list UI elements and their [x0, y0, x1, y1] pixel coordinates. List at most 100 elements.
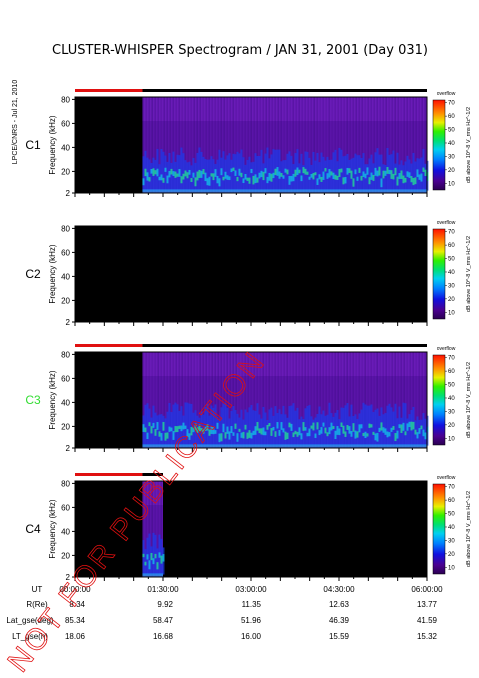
emission-core — [424, 169, 427, 176]
emission-blue — [294, 410, 297, 446]
emission-core — [212, 173, 215, 181]
emission-blue — [246, 160, 249, 191]
emission-core — [410, 176, 413, 183]
y-tick-label: 2 — [66, 189, 71, 198]
emission-core — [196, 171, 199, 181]
emission-core — [422, 429, 425, 437]
emission-core — [160, 555, 163, 564]
time-axis-table: UT R(Re) Lat_gse(deg) LT_gse(h) 00:00:00… — [6, 585, 443, 641]
emission-core — [198, 169, 201, 178]
spectrogram-streak — [181, 352, 183, 448]
emission-blue — [374, 409, 377, 446]
emission-core — [218, 433, 221, 443]
emission-core — [226, 426, 229, 434]
emission-core — [358, 167, 361, 173]
spectrogram-streak — [151, 352, 153, 448]
emission-core — [236, 176, 239, 182]
emission-core — [188, 433, 191, 440]
spectrogram-streak — [163, 97, 165, 193]
spectrogram-streak — [334, 97, 336, 193]
emission-blue — [292, 403, 295, 446]
spectrogram-streak — [400, 97, 402, 193]
emission-low-line — [142, 444, 427, 448]
emission-blue — [164, 418, 167, 446]
spectrogram-streak — [367, 352, 369, 448]
emission-core — [262, 171, 265, 181]
emission-core — [382, 427, 385, 433]
spectrogram-streak — [307, 97, 309, 193]
emission-core — [376, 432, 379, 442]
emission-core — [292, 432, 295, 438]
emission-core — [160, 433, 163, 441]
emission-core — [420, 173, 423, 182]
time-axis-lt-value: 18.06 — [65, 632, 86, 641]
spectrogram-streak — [220, 352, 222, 448]
emission-core — [292, 173, 295, 182]
spectrogram-streak — [220, 97, 222, 193]
colorbar-label: dB above 10^-8 V_rms Hz^-1/2 — [466, 236, 472, 312]
emission-core — [380, 422, 383, 431]
emission-blue — [300, 153, 303, 191]
spectrogram-streak — [157, 352, 159, 448]
emission-core — [282, 428, 285, 433]
emission-core — [304, 168, 307, 175]
status-bar-black — [142, 344, 427, 347]
spectrogram-streak — [280, 352, 282, 448]
emission-blue — [232, 405, 235, 446]
emission-blue — [230, 159, 233, 191]
emission-core — [208, 176, 211, 186]
spectrogram-streak — [196, 97, 198, 193]
emission-blue — [346, 403, 349, 446]
emission-core — [196, 427, 199, 433]
emission-core — [312, 172, 315, 180]
time-axis-r-value: 12.63 — [329, 600, 350, 609]
spectrogram-streak — [169, 352, 171, 448]
colorbar-tick-label: 50 — [448, 383, 455, 389]
emission-core — [398, 424, 401, 429]
emission-core — [324, 427, 327, 434]
spectrogram-streak — [394, 352, 396, 448]
emission-core — [376, 170, 379, 177]
colorbar-label: dB above 10^-8 V_rms Hz^-1/2 — [466, 362, 472, 438]
emission-core — [372, 174, 375, 181]
spectrogram-streak — [370, 352, 372, 448]
emission-core — [316, 178, 319, 185]
spectrogram-streak — [169, 97, 171, 193]
spectrogram-streak — [385, 352, 387, 448]
emission-blue — [272, 149, 275, 191]
emission-core — [152, 168, 155, 176]
y-tick-label: 40 — [61, 272, 70, 281]
spectrogram-streak — [160, 97, 162, 193]
emission-core — [214, 169, 217, 177]
emission-blue — [300, 416, 303, 446]
emission-core — [254, 174, 257, 184]
spectrogram-streak — [418, 352, 420, 448]
emission-core — [344, 177, 347, 184]
colorbar-label: dB above 10^-8 V_rms Hz^-1/2 — [466, 107, 472, 183]
spectrogram-streak — [145, 97, 147, 193]
colorbar-tick-label: 50 — [448, 128, 455, 134]
emission-blue — [396, 152, 399, 191]
spectrogram-streak — [391, 352, 393, 448]
emission-core — [242, 178, 245, 184]
spectrogram-streak — [355, 352, 357, 448]
emission-core — [280, 422, 283, 430]
emission-core — [418, 174, 421, 180]
emission-core — [272, 426, 275, 431]
emission-core — [218, 178, 221, 187]
emission-blue — [216, 416, 219, 446]
emission-blue — [176, 404, 179, 446]
emission-core — [306, 432, 309, 437]
spectrogram-streak — [358, 97, 360, 193]
emission-core — [354, 169, 357, 175]
emission-core — [264, 431, 267, 436]
emission-core — [236, 433, 239, 442]
emission-core — [278, 171, 281, 179]
emission-core — [174, 426, 177, 433]
spectrogram-streak — [166, 352, 168, 448]
emission-core — [244, 424, 247, 430]
emission-core — [194, 177, 197, 187]
emission-blue — [360, 158, 363, 191]
emission-blue — [356, 155, 359, 191]
spectrogram-streak — [304, 352, 306, 448]
